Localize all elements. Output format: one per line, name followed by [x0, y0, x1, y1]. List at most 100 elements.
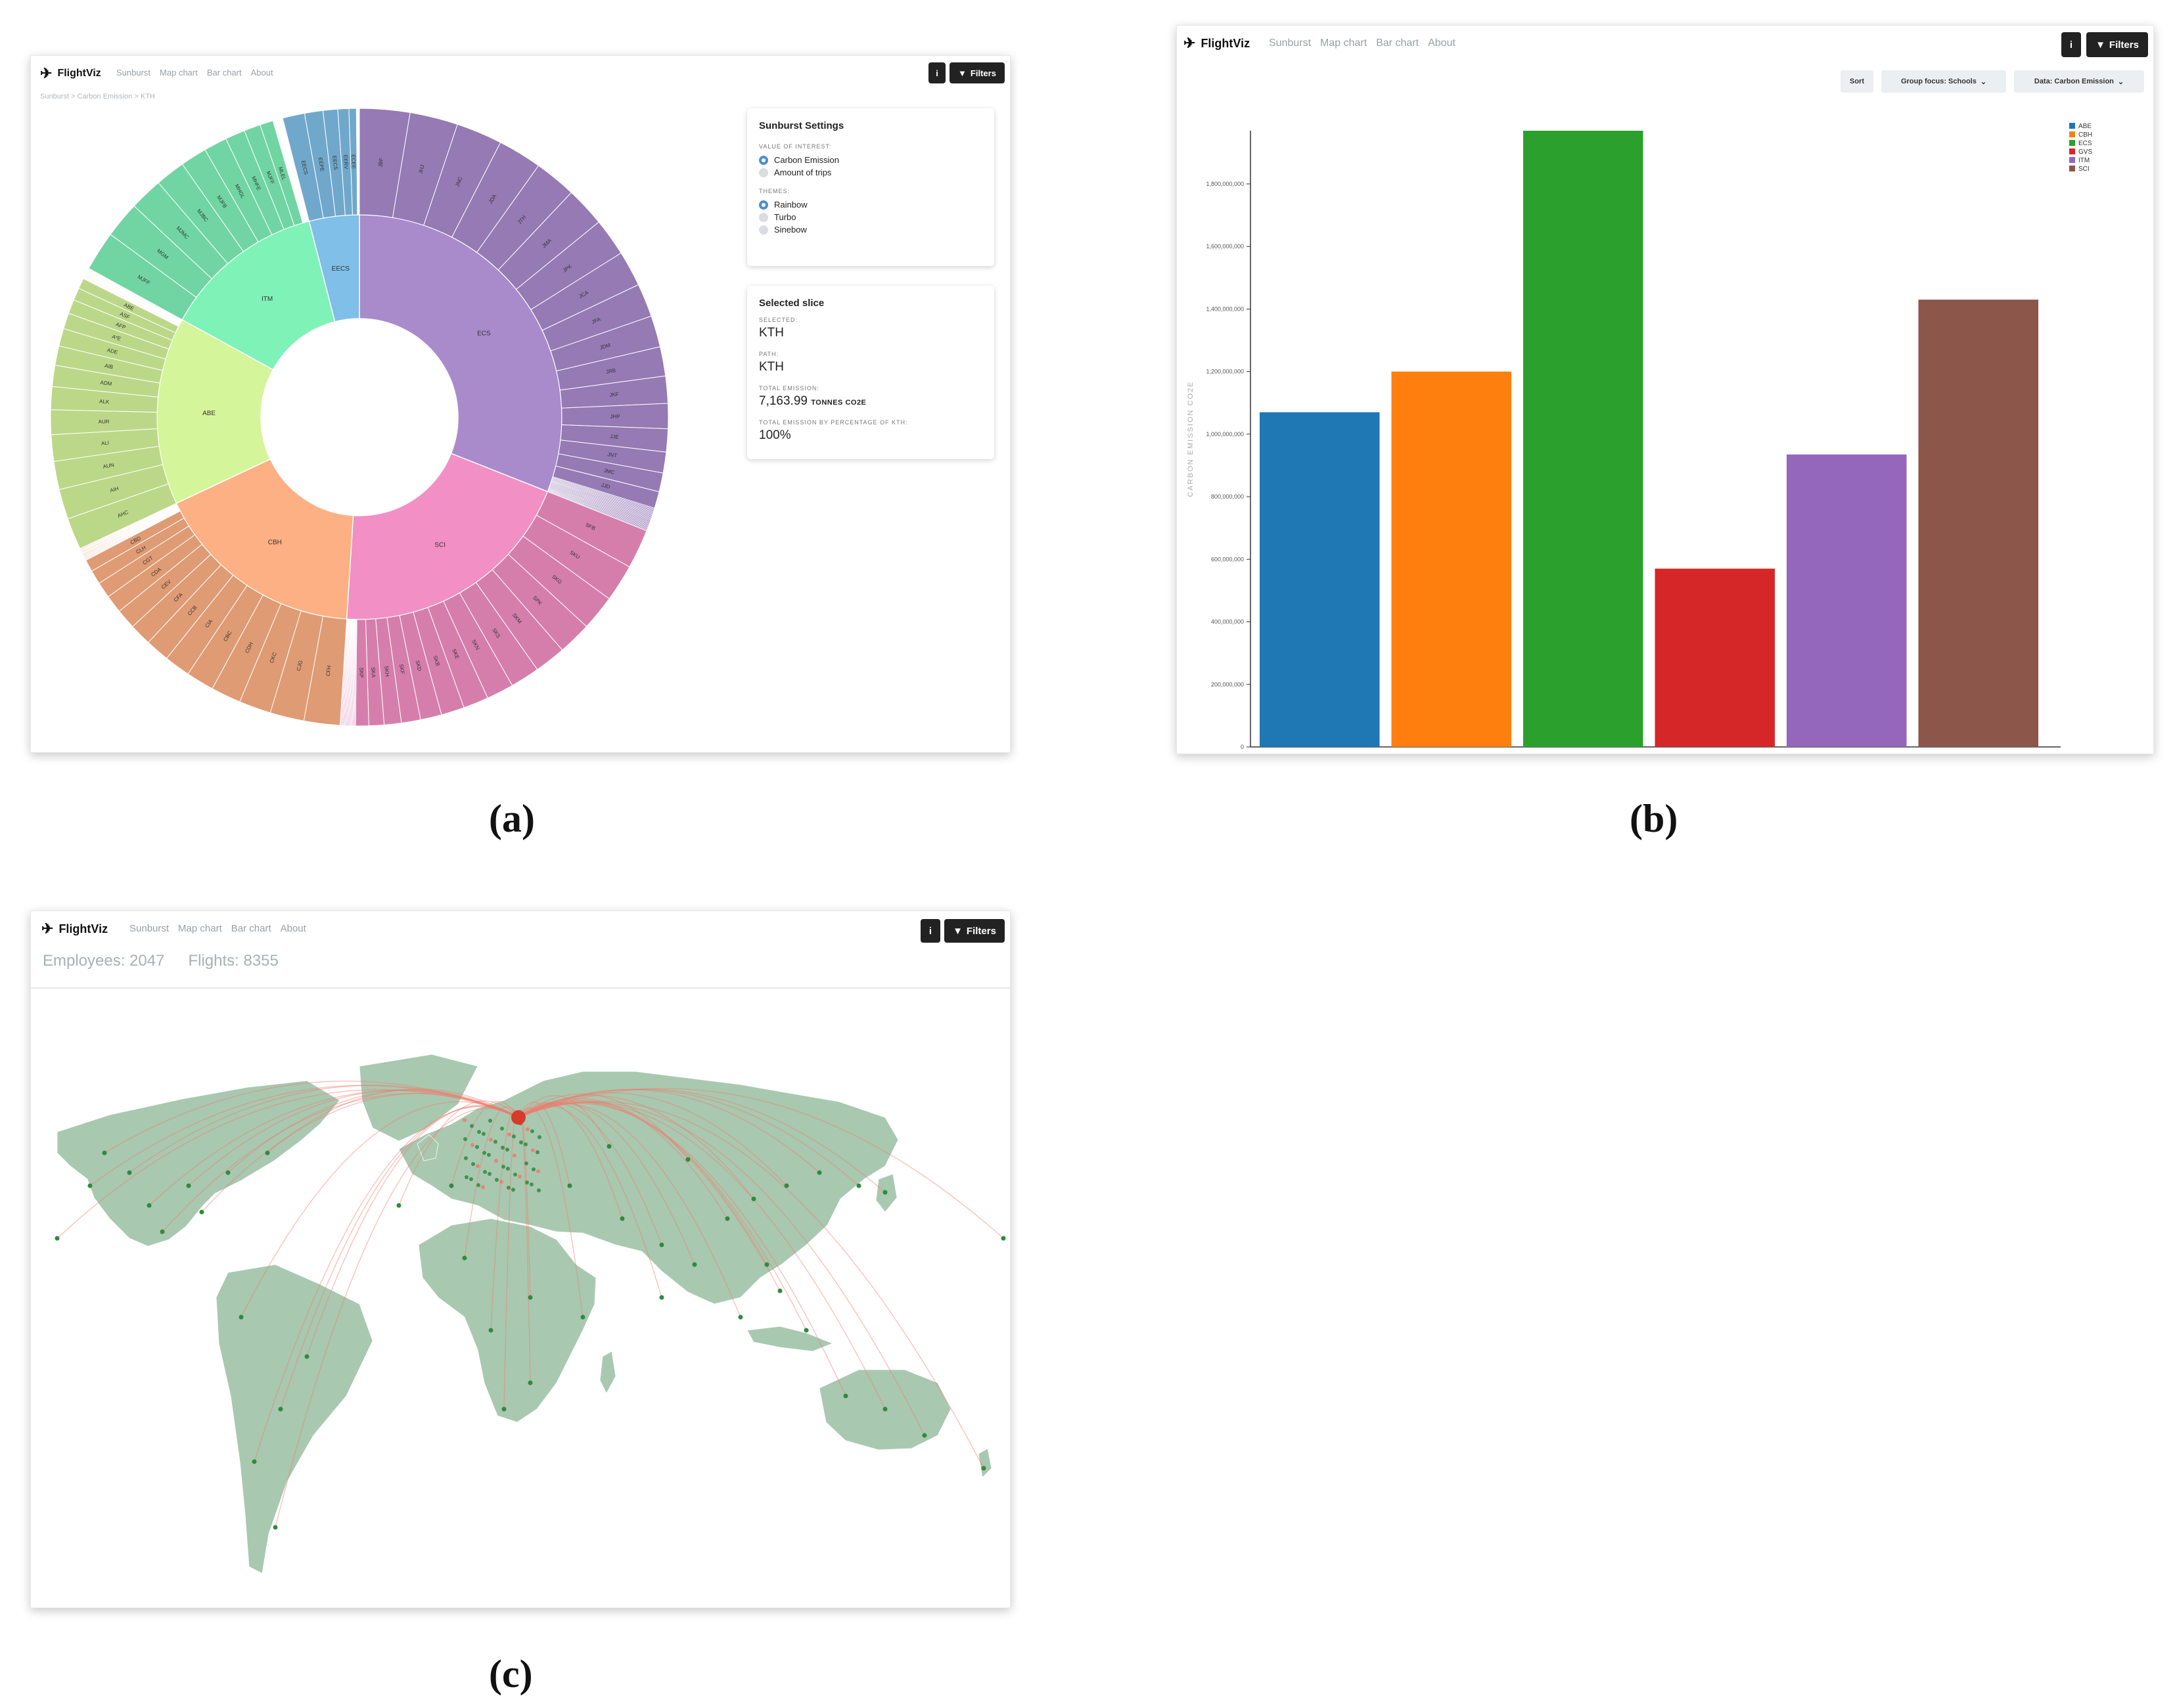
nav-about[interactable]: About	[250, 68, 273, 78]
airport-dot[interactable]	[273, 1525, 278, 1530]
airport-dot[interactable]	[501, 1165, 505, 1169]
airport-dot[interactable]	[507, 1186, 511, 1190]
airport-dot[interactable]	[252, 1459, 257, 1464]
airport-dot[interactable]	[160, 1229, 165, 1234]
airport-dot[interactable]	[127, 1170, 132, 1175]
airport-dot[interactable]	[239, 1315, 244, 1320]
radio-indicator[interactable]	[759, 168, 768, 177]
brand[interactable]: ✈ FlightViz	[41, 920, 108, 937]
airport-dot[interactable]	[464, 1156, 468, 1160]
airport-dot[interactable]	[530, 1182, 534, 1186]
airport-dot[interactable]	[1001, 1236, 1006, 1241]
airport-dot[interactable]	[538, 1135, 541, 1139]
info-button[interactable]: i	[921, 919, 940, 943]
nav-bar-chart[interactable]: Bar chart	[206, 68, 242, 78]
airport-dot[interactable]	[518, 1175, 522, 1179]
airport-dot[interactable]	[981, 1466, 986, 1471]
nav-about[interactable]: About	[280, 923, 306, 934]
airport-dot[interactable]	[506, 1167, 510, 1171]
airport-dot[interactable]	[526, 1127, 530, 1131]
airport-dot[interactable]	[513, 1154, 516, 1157]
data-dropdown[interactable]: Data: Carbon Emission ⌄	[2014, 70, 2144, 93]
airport-dot[interactable]	[476, 1164, 480, 1168]
airport-dot[interactable]	[777, 1288, 783, 1293]
airport-dot[interactable]	[463, 1118, 467, 1122]
airport-dot[interactable]	[488, 1119, 492, 1123]
nav-sunburst[interactable]: Sunburst	[116, 68, 151, 78]
bar-sci[interactable]	[1918, 300, 2039, 747]
airport-dot[interactable]	[488, 1172, 492, 1176]
filters-button[interactable]: ▼ Filters	[944, 919, 1005, 943]
bar-ecs[interactable]	[1523, 131, 1643, 747]
airport-dot[interactable]	[530, 1129, 534, 1133]
airport-dot[interactable]	[475, 1145, 479, 1149]
airport-dot[interactable]	[620, 1216, 625, 1221]
nav-bar-chart[interactable]: Bar chart	[231, 923, 271, 934]
airport-dot[interactable]	[512, 1135, 516, 1138]
airport-dot[interactable]	[465, 1175, 469, 1179]
brand[interactable]: ✈ FlightViz	[40, 65, 101, 82]
info-button[interactable]: i	[928, 62, 946, 83]
airport-dot[interactable]	[692, 1262, 697, 1267]
airport-dot[interactable]	[531, 1148, 535, 1152]
airport-dot[interactable]	[501, 1406, 507, 1412]
info-button[interactable]: i	[2061, 32, 2081, 57]
airport-dot[interactable]	[278, 1406, 283, 1412]
airport-dot[interactable]	[537, 1188, 541, 1192]
airport-dot[interactable]	[922, 1433, 927, 1438]
airport-dot[interactable]	[87, 1183, 93, 1188]
radio-indicator[interactable]	[759, 200, 768, 210]
airport-dot[interactable]	[396, 1203, 401, 1208]
nav-map-chart[interactable]: Map chart	[178, 923, 222, 934]
airport-dot[interactable]	[505, 1148, 509, 1152]
nav-map-chart[interactable]: Map chart	[160, 68, 198, 78]
airport-dot[interactable]	[225, 1170, 231, 1175]
airport-dot[interactable]	[494, 1159, 498, 1163]
group-focus-dropdown[interactable]: Group focus: Schools ⌄	[1881, 70, 2006, 93]
airport-dot[interactable]	[528, 1380, 533, 1385]
radio-amount-of-trips[interactable]: Amount of trips	[759, 168, 982, 177]
airport-dot[interactable]	[488, 1328, 493, 1333]
airport-dot[interactable]	[784, 1183, 789, 1188]
airport-dot[interactable]	[685, 1157, 691, 1162]
brand[interactable]: ✈ FlightViz	[1183, 35, 1250, 52]
bar-itm[interactable]	[1787, 454, 1907, 747]
airport-dot[interactable]	[519, 1140, 523, 1144]
radio-indicator[interactable]	[759, 155, 768, 165]
airport-dot[interactable]	[487, 1153, 491, 1157]
airport-dot[interactable]	[489, 1138, 493, 1142]
airport-dot[interactable]	[513, 1173, 517, 1177]
radio-carbon-emission[interactable]: Carbon Emission	[759, 155, 982, 165]
airport-dot[interactable]	[817, 1170, 822, 1175]
sort-button[interactable]: Sort	[1841, 70, 1873, 93]
airport-dot[interactable]	[528, 1295, 533, 1300]
airport-dot[interactable]	[470, 1124, 474, 1128]
airport-dot[interactable]	[501, 1146, 505, 1150]
airport-dot[interactable]	[524, 1161, 528, 1165]
airport-dot[interactable]	[55, 1236, 60, 1241]
airport-dot[interactable]	[511, 1188, 515, 1192]
airport-dot[interactable]	[882, 1406, 888, 1412]
filters-button[interactable]: ▼ Filters	[950, 62, 1005, 83]
airport-dot[interactable]	[843, 1393, 848, 1399]
airport-dot[interactable]	[265, 1150, 270, 1156]
airport-dot[interactable]	[856, 1183, 861, 1188]
airport-dot[interactable]	[751, 1196, 756, 1202]
radio-indicator[interactable]	[759, 225, 768, 235]
airport-dot[interactable]	[469, 1177, 473, 1181]
airport-dot[interactable]	[470, 1143, 474, 1147]
airport-dot[interactable]	[495, 1178, 499, 1182]
airport-dot[interactable]	[532, 1167, 536, 1171]
airport-dot[interactable]	[507, 1133, 511, 1136]
airport-dot[interactable]	[499, 1180, 503, 1184]
airport-dot[interactable]	[738, 1315, 743, 1320]
airport-dot[interactable]	[764, 1262, 769, 1267]
airport-dot[interactable]	[804, 1328, 809, 1333]
airport-dot[interactable]	[102, 1150, 107, 1156]
airport-dot[interactable]	[536, 1150, 539, 1154]
airport-dot[interactable]	[580, 1315, 585, 1320]
radio-turbo[interactable]: Turbo	[759, 212, 982, 222]
airport-dot[interactable]	[659, 1295, 664, 1300]
filters-button[interactable]: ▼ Filters	[2086, 32, 2148, 57]
airport-dot[interactable]	[524, 1142, 528, 1146]
